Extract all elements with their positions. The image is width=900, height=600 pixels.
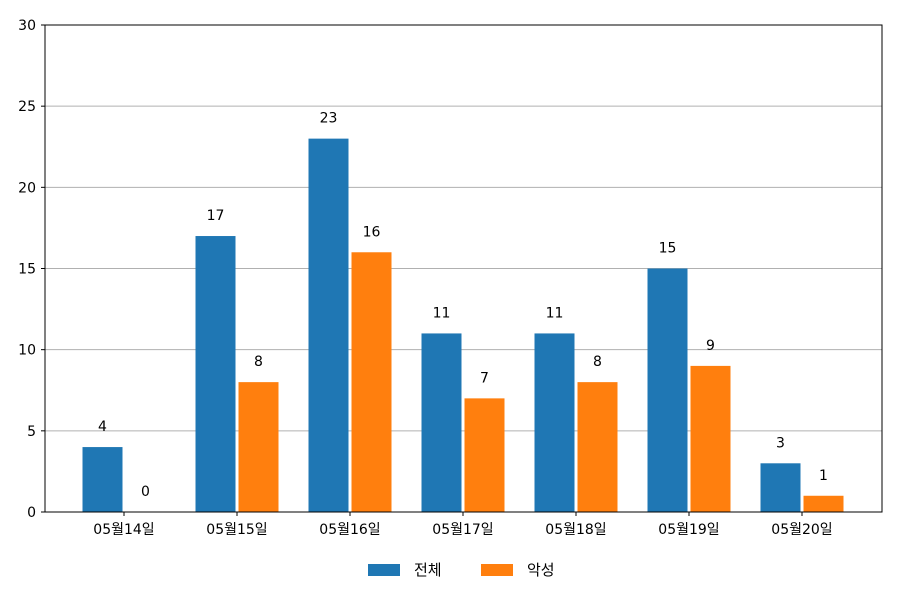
y-tick-label: 15: [18, 262, 36, 278]
bar-total: [534, 333, 575, 512]
data-label: 23: [320, 111, 338, 127]
bar-total: [647, 268, 688, 512]
x-tick-label: 05월18일: [545, 522, 606, 538]
x-tick-label: 05월20일: [771, 522, 832, 538]
y-tick-label: 0: [27, 505, 36, 521]
legend-swatch: [481, 564, 513, 576]
bars: [82, 138, 844, 513]
y-tick-label: 30: [18, 18, 36, 34]
data-label: 17: [207, 208, 225, 224]
x-tick-label: 05월16일: [319, 522, 380, 538]
x-tick-label: 05월17일: [432, 522, 493, 538]
bar-total: [421, 333, 462, 512]
x-tick-label: 05월19일: [658, 522, 719, 538]
data-label: 1: [819, 468, 828, 484]
legend-swatch: [368, 564, 400, 576]
data-label: 15: [659, 241, 677, 257]
data-labels: 4 17 23 11 11 15 3 0 8 16 7 8 9 1: [98, 111, 828, 500]
gridlines: [45, 105, 882, 432]
bar-total: [308, 138, 349, 512]
data-label: 16: [363, 224, 381, 240]
data-label: 7: [480, 370, 489, 386]
y-tick-label: 20: [18, 180, 36, 196]
data-label: 3: [776, 435, 785, 451]
data-label: 8: [254, 354, 263, 370]
bar-malicious: [351, 252, 392, 512]
legend: 전체 악성: [368, 561, 555, 579]
data-label: 11: [546, 305, 564, 321]
x-tick-label: 05월15일: [206, 522, 267, 538]
bar-total: [195, 236, 236, 513]
bar-malicious: [238, 382, 279, 512]
x-axis: 05월14일 05월15일 05월16일 05월17일 05월18일 05월19일 05월2…: [93, 512, 833, 538]
y-tick-label: 5: [27, 424, 36, 440]
y-axis: 0 5 10 15 20 25 30: [18, 18, 45, 521]
bar-malicious: [690, 365, 731, 512]
y-tick-label: 25: [18, 99, 36, 115]
data-label: 4: [98, 419, 107, 435]
bar-malicious: [464, 398, 505, 512]
bar-malicious: [803, 495, 844, 512]
data-label: 8: [593, 354, 602, 370]
data-label: 11: [433, 305, 451, 321]
data-label: 0: [141, 484, 150, 500]
data-label: 9: [706, 338, 715, 354]
legend-label: 악성: [527, 561, 555, 579]
bar-total: [82, 447, 123, 512]
x-tick-label: 05월14일: [93, 522, 154, 538]
y-tick-label: 10: [18, 343, 36, 359]
bar-malicious: [577, 382, 618, 512]
legend-label: 전체: [414, 561, 442, 579]
bar-total: [760, 463, 801, 512]
